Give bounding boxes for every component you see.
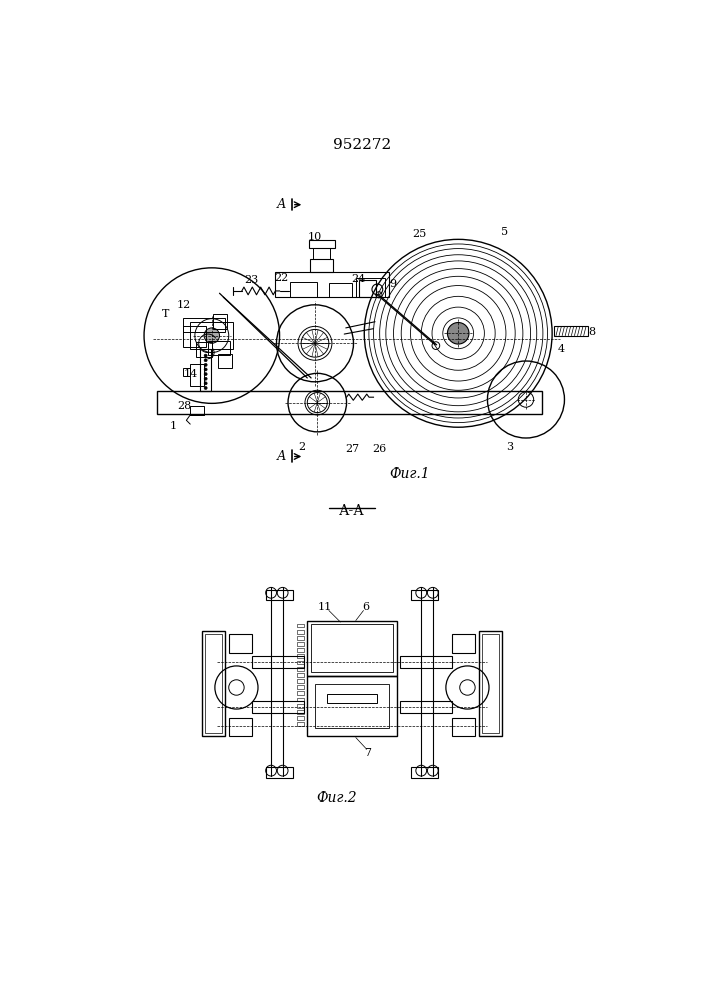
Text: 26: 26 [372,444,386,454]
Bar [356,278,385,297]
Text: А-А: А-А [339,504,365,518]
Text: 24: 24 [351,274,366,284]
Bar [359,280,376,297]
Text: 14: 14 [184,369,198,379]
Bar [452,718,475,736]
Bar [182,318,225,332]
Bar [296,630,304,634]
Bar [190,406,204,415]
Text: 23: 23 [245,275,259,285]
Text: 1: 1 [170,421,177,431]
Bar [313,248,330,259]
Bar [182,326,206,347]
Circle shape [204,373,207,376]
Bar [291,282,317,297]
Text: 10: 10 [308,232,322,242]
Text: 25: 25 [413,229,427,239]
Bar [296,636,304,640]
Text: 5: 5 [501,227,508,237]
Circle shape [204,368,207,371]
Text: 27: 27 [345,444,359,454]
Circle shape [204,386,207,389]
Bar [266,590,293,600]
Text: 952272: 952272 [333,138,391,152]
Bar [309,240,335,248]
Bar [205,634,222,733]
Bar [229,634,252,653]
Text: 6: 6 [362,602,369,612]
Text: T: T [162,309,169,319]
Bar [296,661,304,664]
Text: 3: 3 [506,442,513,452]
Circle shape [204,359,207,362]
Circle shape [204,377,207,380]
Bar [296,642,304,646]
Bar [482,634,499,733]
Bar [399,701,452,713]
Text: 7: 7 [364,748,371,758]
Bar [411,767,438,778]
Bar [308,620,397,676]
Bar [296,654,304,658]
Text: 2: 2 [298,442,305,452]
Text: 22: 22 [274,273,288,283]
Bar [308,676,397,736]
Bar [197,342,212,357]
Text: А: А [277,450,286,463]
Bar [214,314,227,329]
Text: 28: 28 [177,401,192,411]
Bar [296,698,304,701]
Bar [296,624,304,627]
Bar [554,326,588,336]
Circle shape [204,363,207,366]
Bar [296,716,304,720]
Text: 12: 12 [177,300,191,310]
Bar [200,349,211,391]
Bar [315,684,389,728]
Bar [399,656,452,668]
Bar [296,722,304,726]
Text: Фиг.2: Фиг.2 [316,791,357,805]
Bar [296,673,304,677]
Bar [252,656,304,668]
Bar [275,272,389,297]
Bar [479,631,502,736]
Bar [182,368,190,376]
Bar [296,710,304,714]
Bar [296,685,304,689]
Bar [229,718,252,736]
Bar [296,704,304,708]
Bar [452,634,475,653]
Bar [218,354,232,368]
Circle shape [204,354,207,357]
Text: Фиг.1: Фиг.1 [390,467,430,481]
Circle shape [204,328,219,343]
Bar [266,767,293,778]
Text: 4: 4 [558,344,565,354]
Bar [296,648,304,652]
Bar [311,624,393,672]
Bar [296,691,304,695]
Bar [296,667,304,671]
Bar [157,391,542,414]
Bar [329,283,352,297]
Bar [190,364,204,386]
Circle shape [448,323,469,344]
Circle shape [204,382,207,385]
Bar [252,701,304,713]
Text: 9: 9 [389,279,397,289]
Bar [327,694,377,703]
Bar [190,322,233,349]
Text: А: А [277,198,286,211]
Bar [310,259,334,272]
Text: 11: 11 [318,602,332,612]
Bar [201,631,225,736]
Text: 8: 8 [589,327,596,337]
Bar [208,341,230,355]
Bar [411,590,438,600]
Bar [296,679,304,683]
